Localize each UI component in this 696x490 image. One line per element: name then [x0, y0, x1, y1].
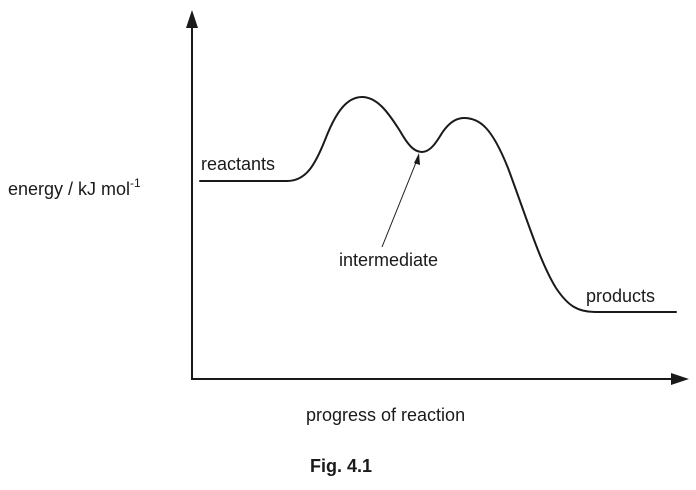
x-axis-label: progress of reaction: [306, 405, 466, 425]
intermediate-pointer-arrowhead: [414, 153, 420, 165]
intermediate-pointer-line: [381, 159, 418, 248]
x-axis-arrowhead: [671, 373, 689, 385]
y-axis-label-text: energy / kJ mol: [8, 179, 131, 199]
y-axis-label: energy / kJ mol-1: [8, 176, 141, 199]
intermediate-label: intermediate: [339, 250, 439, 270]
products-label: products: [586, 286, 656, 306]
y-axis-label-exponent: -1: [130, 176, 141, 190]
figure-caption: Fig. 4.1: [310, 456, 373, 476]
reactants-label: reactants: [201, 154, 276, 174]
y-axis-arrowhead: [186, 10, 198, 28]
energy-profile-curve: [199, 96, 677, 313]
